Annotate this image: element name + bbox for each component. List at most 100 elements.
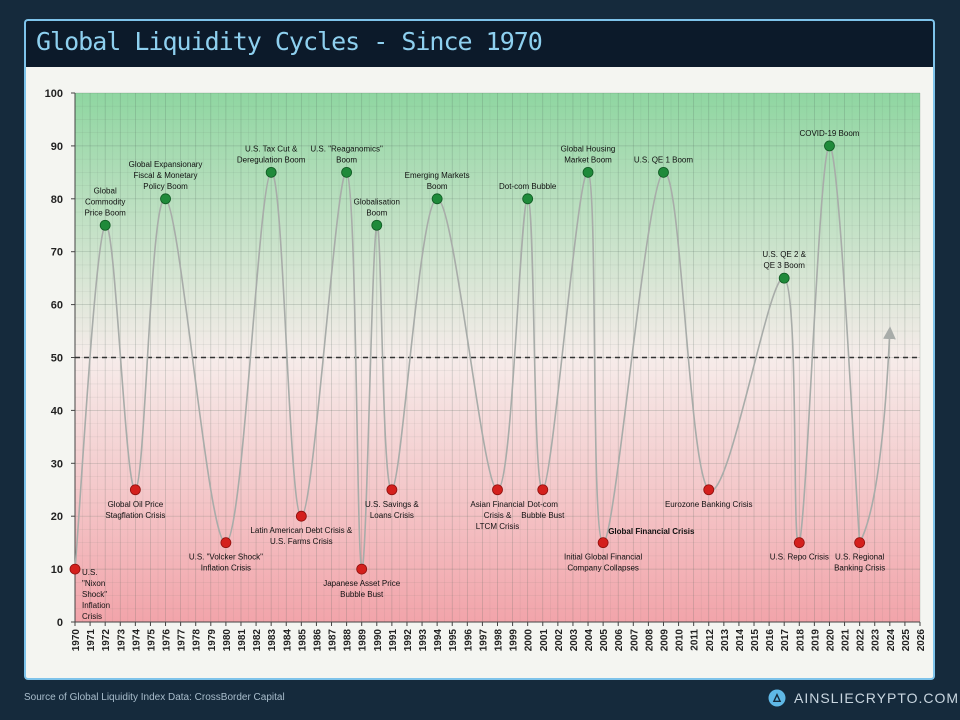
x-tick-label: 1979	[207, 629, 218, 652]
x-tick-label: 1996	[463, 629, 474, 652]
x-tick-label: 1985	[297, 629, 308, 652]
peak-marker	[778, 272, 790, 284]
event-label: Dot-com	[528, 500, 559, 509]
event-label: Global Expansionary	[129, 160, 203, 169]
x-tick-label: 2018	[795, 629, 806, 652]
event-labels: U.S. "Nixon Shock" Inflation Crisis Global Com…	[82, 129, 885, 621]
x-tick-label: 2002	[554, 629, 565, 652]
x-tick-label: 1983	[267, 629, 278, 652]
peak-marker	[522, 193, 534, 205]
peak-marker	[341, 166, 353, 178]
event-label: Market Boom	[564, 155, 612, 164]
trough-marker	[129, 484, 141, 496]
x-tick-label: 2013	[720, 629, 731, 652]
brand-name: AINSLIECRYPTO.COM.AU	[794, 690, 960, 706]
x-tick-label: 1976	[162, 629, 173, 652]
event-label: COVID-19 Boom	[799, 129, 859, 138]
event-label: Fiscal & Monetary	[134, 171, 198, 180]
x-tick-label: 2008	[644, 629, 655, 652]
peak-marker	[160, 193, 171, 205]
y-tick-label: 30	[51, 458, 63, 470]
x-tick-label: 1991	[388, 629, 399, 652]
x-tick-label: 2021	[841, 629, 852, 652]
event-label: Inflation Crisis	[201, 564, 251, 573]
y-tick-label: 40	[51, 405, 63, 417]
x-tick-label: 2024	[886, 629, 897, 652]
x-tick-label: 2003	[569, 629, 580, 652]
event-label: Boom	[336, 155, 357, 164]
event-label: QE 3 Boom	[764, 261, 806, 270]
y-tick-label: 50	[51, 353, 63, 365]
x-tick-label: 2000	[524, 629, 535, 652]
x-tick-label: 1970	[71, 629, 82, 652]
x-tick-label: 1987	[328, 629, 339, 652]
event-label: Shock"	[82, 590, 107, 599]
trough-marker	[220, 537, 232, 549]
y-tick-label: 70	[51, 247, 63, 259]
event-label: Eurozone Banking Crisis	[665, 500, 753, 509]
x-tick-label: 1999	[509, 629, 520, 652]
event-label: U.S. QE 1 Boom	[634, 155, 693, 164]
event-label: U.S. QE 2 &	[762, 250, 806, 259]
event-label: Bubble Bust	[521, 511, 565, 520]
peak-marker	[824, 140, 835, 152]
x-tick-label: 2016	[765, 629, 776, 652]
peak-marker	[371, 219, 383, 231]
event-label: Banking Crisis	[834, 564, 885, 573]
event-label: Crisis &	[484, 511, 512, 520]
trough-marker	[537, 484, 549, 496]
x-tick-label: 1984	[282, 629, 293, 652]
peak-marker	[265, 166, 277, 178]
x-tick-label: 1977	[177, 629, 188, 652]
event-label: Crisis	[82, 612, 102, 621]
event-label: Commodity	[85, 197, 125, 206]
y-tick-label: 100	[45, 88, 63, 100]
y-tick-label: 0	[57, 617, 63, 629]
x-tick-label: 1997	[478, 629, 489, 652]
trough-marker	[295, 510, 307, 522]
x-tick-label: 2026	[916, 629, 927, 652]
y-tick-label: 80	[51, 194, 63, 206]
event-label: Policy Boom	[143, 182, 188, 191]
x-tick-label: 2022	[856, 629, 867, 652]
trough-marker	[69, 563, 81, 575]
x-tick-label: 1988	[343, 629, 354, 652]
y-tick-label: 10	[51, 564, 63, 576]
event-label: U.S. Savings &	[365, 500, 419, 509]
x-tick-label: 2011	[690, 629, 701, 651]
event-label: Price Boom	[84, 208, 126, 217]
x-tick-label: 2004	[584, 629, 595, 652]
event-label: U.S. Tax Cut &	[245, 144, 298, 153]
trough-marker	[597, 537, 609, 549]
x-tick-label: 1992	[403, 629, 414, 652]
event-label: Stagflation Crisis	[105, 511, 165, 520]
trough-marker	[386, 484, 398, 496]
projection-arrow	[858, 326, 896, 544]
peak-marker	[658, 166, 669, 178]
x-tick-label: 1989	[358, 629, 369, 652]
y-axis-ticks: 0 10 20 30 40 50 60 70 80 90 100	[45, 88, 75, 629]
x-axis-ticks: 1970 1971 1972 1973 1974 1975 1976 1977 1978 1979…	[71, 622, 927, 651]
trough-marker	[703, 484, 715, 496]
event-label: Loans Crisis	[370, 511, 414, 520]
event-label: Global Housing	[561, 144, 616, 153]
event-label: Inflation	[82, 601, 110, 610]
trough-marker	[793, 537, 805, 549]
data-point-markers	[69, 140, 866, 575]
event-label: U.S. "Reaganomics"	[310, 144, 383, 153]
x-tick-label: 2005	[599, 629, 610, 652]
x-tick-label: 1971	[86, 629, 97, 652]
event-label: Bubble Bust	[340, 590, 384, 599]
x-tick-label: 2015	[750, 629, 761, 652]
x-tick-label: 2001	[539, 629, 550, 652]
event-label: Global	[94, 186, 117, 195]
x-tick-label: 2023	[871, 629, 882, 652]
x-tick-label: 1990	[373, 629, 384, 652]
event-label: Latin American Debt Crisis &	[250, 526, 352, 535]
source-note: Source of Global Liquidity Index Data: C…	[24, 692, 285, 703]
x-tick-label: 2014	[735, 629, 746, 652]
event-label: U.S. Regional	[835, 553, 885, 562]
x-tick-label: 2025	[901, 629, 912, 652]
x-tick-label: 2010	[675, 629, 686, 652]
